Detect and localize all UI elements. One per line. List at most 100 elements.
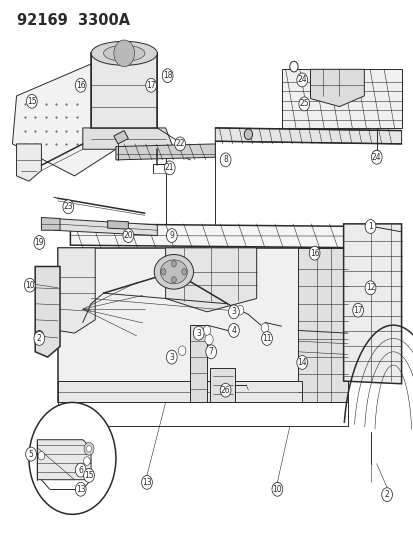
Circle shape xyxy=(86,446,91,452)
Polygon shape xyxy=(310,69,363,107)
Polygon shape xyxy=(215,128,401,144)
Polygon shape xyxy=(70,224,372,248)
Circle shape xyxy=(24,278,35,292)
Circle shape xyxy=(352,303,363,317)
Circle shape xyxy=(364,220,375,233)
Polygon shape xyxy=(17,144,41,181)
Text: 16: 16 xyxy=(309,249,319,257)
Circle shape xyxy=(114,40,134,67)
Circle shape xyxy=(261,323,268,333)
Circle shape xyxy=(75,78,86,92)
Polygon shape xyxy=(91,53,157,128)
Text: 8: 8 xyxy=(223,156,228,164)
Circle shape xyxy=(309,246,319,260)
Circle shape xyxy=(26,447,36,461)
Polygon shape xyxy=(210,368,235,402)
Polygon shape xyxy=(165,248,256,312)
Polygon shape xyxy=(116,144,215,160)
Circle shape xyxy=(38,451,45,460)
Circle shape xyxy=(244,129,252,140)
Circle shape xyxy=(171,261,176,267)
Circle shape xyxy=(171,277,176,283)
Text: 21: 21 xyxy=(165,164,174,172)
Circle shape xyxy=(220,383,230,397)
Text: 22: 22 xyxy=(175,140,184,148)
Text: 1: 1 xyxy=(367,222,372,231)
Text: 3: 3 xyxy=(196,329,201,337)
Circle shape xyxy=(145,78,156,92)
Circle shape xyxy=(228,324,239,337)
Text: 16: 16 xyxy=(76,81,85,90)
Polygon shape xyxy=(83,128,173,149)
Polygon shape xyxy=(54,219,157,236)
Circle shape xyxy=(178,346,185,356)
Text: 19: 19 xyxy=(34,238,44,247)
Circle shape xyxy=(296,73,307,87)
Circle shape xyxy=(181,269,186,275)
Text: 15: 15 xyxy=(84,471,94,480)
Circle shape xyxy=(29,402,116,514)
Ellipse shape xyxy=(91,42,157,66)
Circle shape xyxy=(372,150,380,161)
Ellipse shape xyxy=(103,45,145,61)
Text: 20: 20 xyxy=(123,231,133,240)
Text: 13: 13 xyxy=(76,485,85,494)
Circle shape xyxy=(193,326,204,340)
Circle shape xyxy=(298,97,309,111)
Polygon shape xyxy=(107,221,128,229)
Circle shape xyxy=(34,332,45,345)
Polygon shape xyxy=(58,248,95,333)
Polygon shape xyxy=(281,69,401,128)
Text: 6: 6 xyxy=(78,466,83,474)
Text: 10: 10 xyxy=(272,485,282,494)
Circle shape xyxy=(261,332,272,345)
Polygon shape xyxy=(12,64,132,176)
Circle shape xyxy=(84,442,94,455)
Circle shape xyxy=(35,330,43,341)
Text: 17: 17 xyxy=(352,306,362,314)
Polygon shape xyxy=(297,248,347,402)
Circle shape xyxy=(296,356,307,369)
Circle shape xyxy=(26,94,37,108)
Text: 24: 24 xyxy=(371,153,381,161)
Circle shape xyxy=(236,305,243,315)
Text: 25: 25 xyxy=(299,100,309,108)
Polygon shape xyxy=(190,325,206,402)
Text: 9: 9 xyxy=(169,231,174,240)
Text: 3: 3 xyxy=(231,308,236,316)
Text: 7: 7 xyxy=(208,348,213,356)
Circle shape xyxy=(166,350,177,364)
Polygon shape xyxy=(37,440,91,480)
Circle shape xyxy=(204,334,213,345)
Circle shape xyxy=(370,150,381,164)
Text: 23: 23 xyxy=(63,203,73,211)
Circle shape xyxy=(205,345,216,359)
Text: 10: 10 xyxy=(25,281,35,289)
Text: 5: 5 xyxy=(28,450,33,458)
Polygon shape xyxy=(35,266,60,357)
Text: 11: 11 xyxy=(262,334,271,343)
Circle shape xyxy=(174,137,185,151)
Circle shape xyxy=(161,269,166,275)
Circle shape xyxy=(164,161,175,175)
Polygon shape xyxy=(343,224,401,384)
Circle shape xyxy=(381,488,392,502)
Circle shape xyxy=(166,229,177,243)
Text: 2: 2 xyxy=(384,490,389,499)
Circle shape xyxy=(220,153,230,167)
Text: 15: 15 xyxy=(27,97,37,106)
Text: 24: 24 xyxy=(297,76,306,84)
Polygon shape xyxy=(58,248,347,402)
Circle shape xyxy=(228,305,239,319)
Circle shape xyxy=(289,61,297,72)
Polygon shape xyxy=(114,131,128,144)
Circle shape xyxy=(63,200,74,214)
Text: 3: 3 xyxy=(169,353,174,361)
Text: 2: 2 xyxy=(37,334,42,343)
Text: 4: 4 xyxy=(231,326,236,335)
Circle shape xyxy=(123,229,133,243)
Circle shape xyxy=(75,463,86,477)
Ellipse shape xyxy=(160,260,187,284)
Circle shape xyxy=(83,457,90,465)
Circle shape xyxy=(141,475,152,489)
